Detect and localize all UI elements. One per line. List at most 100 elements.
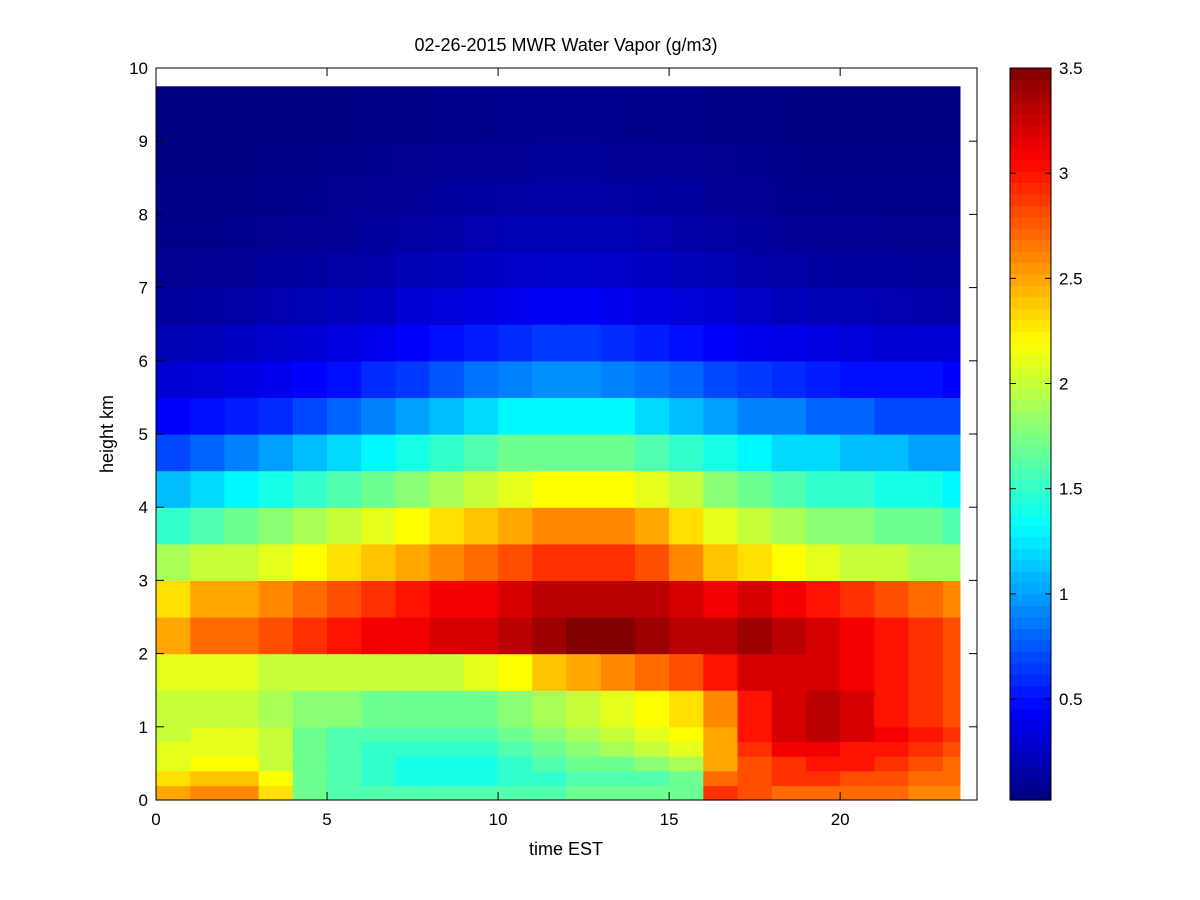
colorbar-step [1010,319,1051,332]
heatmap-cell [634,86,670,142]
heatmap-cell [224,287,260,325]
heatmap-cell [532,324,568,362]
heatmap-cell [498,653,533,691]
heatmap-cell [395,141,431,179]
heatmap-cell [908,785,944,801]
heatmap-cell [805,653,841,691]
heatmap-cell [840,86,875,142]
heatmap-cell [703,141,739,179]
heatmap-cell [292,214,328,252]
heatmap-cell [429,434,465,472]
heatmap-cell [737,434,773,472]
heatmap-cell [908,470,944,508]
heatmap-cell [498,86,533,142]
colorbar-step [1010,617,1051,630]
heatmap-cell [737,397,773,435]
heatmap-cell [463,690,499,728]
heatmap-cell [771,141,807,179]
heatmap-cell [634,756,670,772]
heatmap-cell [395,653,431,691]
heatmap-cell [190,543,226,581]
heatmap-cell [327,690,362,728]
heatmap-cell [532,726,568,743]
colorbar-step [1010,239,1051,252]
colorbar-step [1010,296,1051,309]
heatmap-cell [634,690,670,728]
heatmap-cell [874,214,910,252]
heatmap-cell [771,785,807,801]
heatmap-cell [874,756,910,772]
heatmap-cell [395,434,431,472]
heatmap-cell [327,86,362,142]
heatmap-cell [908,507,944,545]
heatmap-cell [703,177,739,215]
heatmap-cell [156,726,191,743]
heatmap-cell [224,741,260,757]
heatmap-cell [840,653,875,691]
heatmap-cell [463,726,499,743]
heatmap-cell [258,86,294,142]
colorbar-gradient [1010,68,1051,801]
heatmap-cell [532,543,568,581]
heatmap-cell [361,726,397,743]
heatmap-cell [737,726,773,743]
heatmap-cell [190,507,226,545]
heatmap-cell [224,617,260,655]
heatmap-cell [771,653,807,691]
heatmap-cell [600,785,636,801]
heatmap-cell [292,177,328,215]
heatmap-cell [805,617,841,655]
y-axis-label: height km [97,395,117,473]
heatmap-cell [566,360,602,398]
heatmap-cell [703,741,739,757]
colorbar-step [1010,170,1051,183]
x-tick-label: 20 [831,810,850,829]
heatmap-cell [840,617,875,655]
heatmap-cell [600,214,636,252]
heatmap-cell [327,251,362,289]
heatmap-cell [634,141,670,179]
heatmap-cell [532,580,568,618]
heatmap-cell [463,397,499,435]
heatmap-cell [634,397,670,435]
heatmap-cell [634,434,670,472]
y-tick-label: 3 [139,571,148,590]
colorbar-step [1010,765,1051,778]
heatmap-cell [703,785,739,801]
heatmap-cell [498,434,533,472]
heatmap-cell [463,86,499,142]
heatmap-cell [498,770,533,786]
heatmap-cell [908,324,944,362]
heatmap-cell [361,214,397,252]
heatmap-cell [498,141,533,179]
colorbar: 0.5 1 1.5 2 2.5 3 3.5 [1009,59,1083,801]
heatmap-cell [258,397,294,435]
heatmap-cell [669,770,704,786]
heatmap-cell [532,770,568,786]
heatmap-cell [361,543,397,581]
heatmap-cell [463,507,499,545]
heatmap-cell [156,756,191,772]
heatmap-cell [566,741,602,757]
heatmap-cell [190,741,226,757]
x-tick-label: 0 [151,810,160,829]
heatmap-cell [874,543,910,581]
heatmap-cell [327,434,362,472]
heatmap-cell [463,653,499,691]
colorbar-step [1010,582,1051,595]
heatmap-cell [942,741,961,757]
heatmap-cell [634,214,670,252]
heatmap-cell [600,507,636,545]
heatmap-cell [600,251,636,289]
heatmap-cell [532,653,568,691]
heatmap-cell [703,287,739,325]
heatmap-cell [498,177,533,215]
heatmap-cell [669,617,704,655]
heatmap-cell [463,770,499,786]
heatmap-cell [361,785,397,801]
colorbar-step [1010,342,1051,355]
heatmap-cell [498,397,533,435]
colorbar-step [1010,136,1051,149]
heatmap-cell [258,360,294,398]
